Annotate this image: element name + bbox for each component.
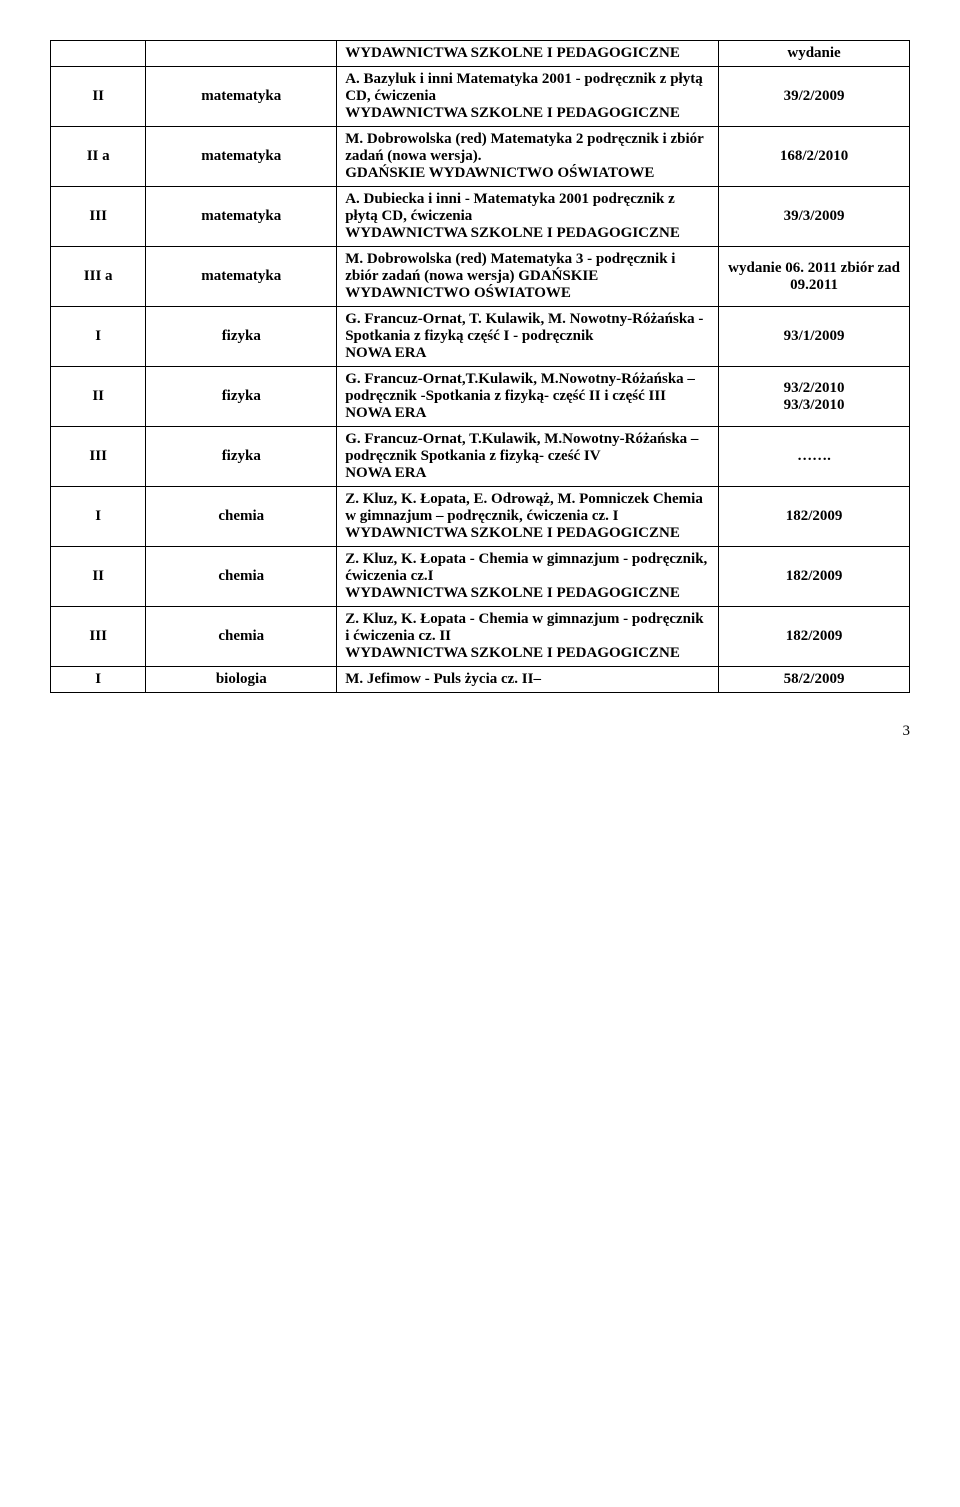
subject-cell: biologia — [146, 667, 337, 693]
number-cell: 93/1/2009 — [719, 307, 910, 367]
number-cell: 39/3/2009 — [719, 187, 910, 247]
description-cell: A. Bazyluk i inni Matematyka 2001 - podr… — [337, 67, 719, 127]
table-row: IIIchemiaZ. Kluz, K. Łopata - Chemia w g… — [51, 607, 910, 667]
number-cell: 39/2/2009 — [719, 67, 910, 127]
description-cell: Z. Kluz, K. Łopata - Chemia w gimnazjum … — [337, 547, 719, 607]
number-cell: 182/2009 — [719, 487, 910, 547]
table-row: II amatematykaM. Dobrowolska (red) Matem… — [51, 127, 910, 187]
description-cell: Z. Kluz, K. Łopata, E. Odrowąż, M. Pomni… — [337, 487, 719, 547]
subject-cell: matematyka — [146, 127, 337, 187]
class-level-cell: III — [51, 187, 146, 247]
table-row: IbiologiaM. Jefimow - Puls życia cz. II–… — [51, 667, 910, 693]
class-level-cell: II a — [51, 127, 146, 187]
subject-cell: chemia — [146, 607, 337, 667]
subject-cell: fizyka — [146, 367, 337, 427]
subject-cell — [146, 41, 337, 67]
table-row: IIIfizykaG. Francuz-Ornat, T.Kulawik, M.… — [51, 427, 910, 487]
description-cell: M. Dobrowolska (red) Matematyka 3 - podr… — [337, 247, 719, 307]
description-cell: M. Jefimow - Puls życia cz. II– — [337, 667, 719, 693]
subject-cell: matematyka — [146, 247, 337, 307]
number-cell: 168/2/2010 — [719, 127, 910, 187]
number-cell: 58/2/2009 — [719, 667, 910, 693]
number-cell: 182/2009 — [719, 607, 910, 667]
class-level-cell: II — [51, 547, 146, 607]
table-row: III amatematykaM. Dobrowolska (red) Mate… — [51, 247, 910, 307]
table-row: IfizykaG. Francuz-Ornat, T. Kulawik, M. … — [51, 307, 910, 367]
class-level-cell: I — [51, 307, 146, 367]
number-cell: wydanie — [719, 41, 910, 67]
class-level-cell: I — [51, 487, 146, 547]
description-cell: A. Dubiecka i inni - Matematyka 2001 pod… — [337, 187, 719, 247]
table-row: IIchemiaZ. Kluz, K. Łopata - Chemia w gi… — [51, 547, 910, 607]
table-row: WYDAWNICTWA SZKOLNE I PEDAGOGICZNEwydani… — [51, 41, 910, 67]
number-cell: 182/2009 — [719, 547, 910, 607]
subject-cell: fizyka — [146, 307, 337, 367]
table-row: IIfizykaG. Francuz-Ornat,T.Kulawik, M.No… — [51, 367, 910, 427]
description-cell: G. Francuz-Ornat, T. Kulawik, M. Nowotny… — [337, 307, 719, 367]
number-cell: ……. — [719, 427, 910, 487]
class-level-cell: III a — [51, 247, 146, 307]
description-cell: G. Francuz-Ornat, T.Kulawik, M.Nowotny-R… — [337, 427, 719, 487]
class-level-cell: III — [51, 607, 146, 667]
class-level-cell: I — [51, 667, 146, 693]
number-cell: 93/2/201093/3/2010 — [719, 367, 910, 427]
class-level-cell — [51, 41, 146, 67]
description-cell: WYDAWNICTWA SZKOLNE I PEDAGOGICZNE — [337, 41, 719, 67]
page-number: 3 — [50, 723, 910, 740]
subject-cell: chemia — [146, 547, 337, 607]
class-level-cell: II — [51, 367, 146, 427]
table-row: IIImatematykaA. Dubiecka i inni - Matema… — [51, 187, 910, 247]
subject-cell: matematyka — [146, 67, 337, 127]
description-cell: M. Dobrowolska (red) Matematyka 2 podręc… — [337, 127, 719, 187]
table-row: IImatematykaA. Bazyluk i inni Matematyka… — [51, 67, 910, 127]
subject-cell: fizyka — [146, 427, 337, 487]
subject-cell: matematyka — [146, 187, 337, 247]
subject-cell: chemia — [146, 487, 337, 547]
table-row: IchemiaZ. Kluz, K. Łopata, E. Odrowąż, M… — [51, 487, 910, 547]
class-level-cell: II — [51, 67, 146, 127]
description-cell: G. Francuz-Ornat,T.Kulawik, M.Nowotny-Ró… — [337, 367, 719, 427]
textbook-table: WYDAWNICTWA SZKOLNE I PEDAGOGICZNEwydani… — [50, 40, 910, 693]
description-cell: Z. Kluz, K. Łopata - Chemia w gimnazjum … — [337, 607, 719, 667]
number-cell: wydanie 06. 2011 zbiór zad 09.2011 — [719, 247, 910, 307]
class-level-cell: III — [51, 427, 146, 487]
